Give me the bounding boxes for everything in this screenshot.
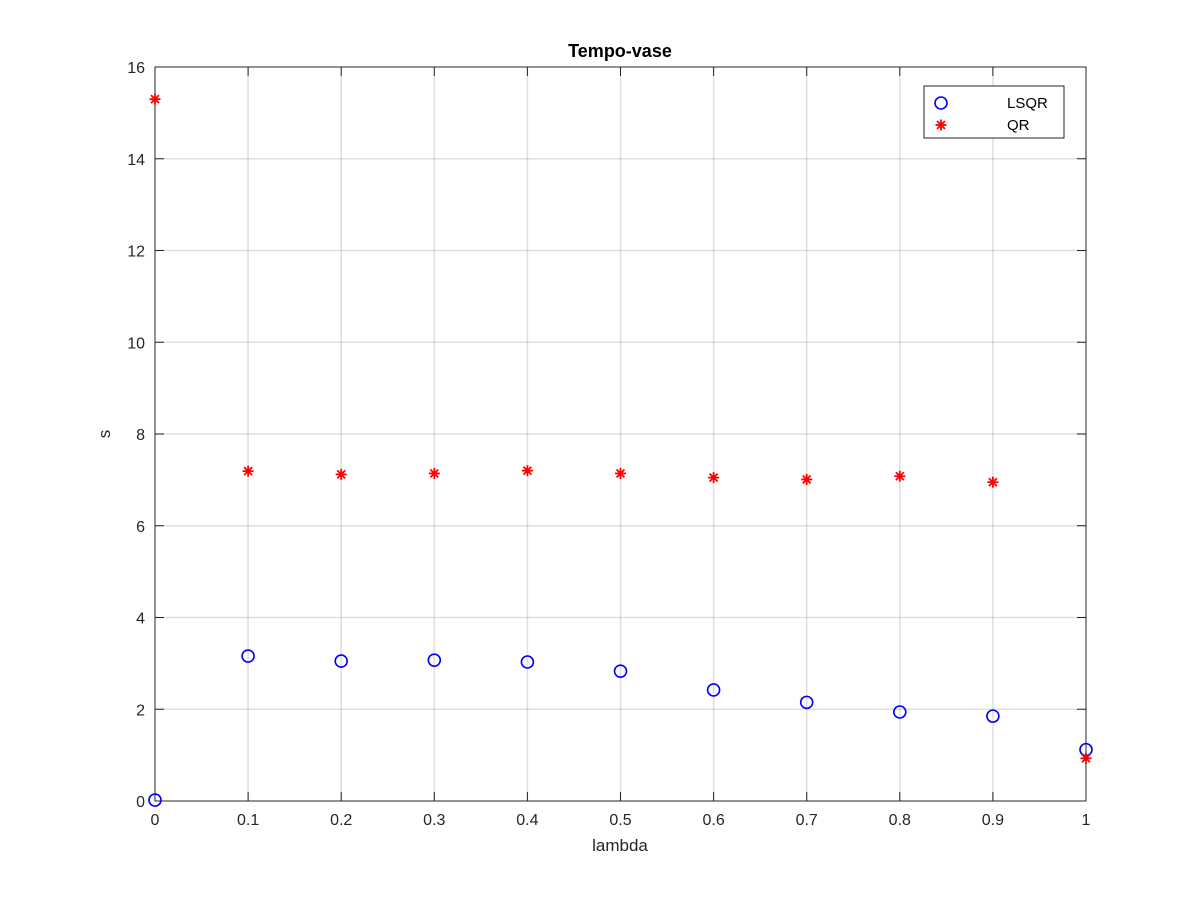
asterisk-stroke	[988, 477, 998, 487]
asterisk-stroke	[1081, 753, 1091, 763]
x-tick-label: 0.8	[889, 812, 911, 829]
point-qr	[1080, 752, 1092, 764]
y-tick-label: 14	[127, 152, 145, 169]
x-tick-label: 0.4	[516, 812, 538, 829]
data-marks	[148, 93, 1093, 807]
point-qr	[987, 476, 999, 488]
asterisk-stroke	[150, 94, 160, 104]
x-tick-label: 0.7	[796, 812, 818, 829]
point-lsqr	[986, 709, 1000, 723]
point-lsqr	[427, 653, 442, 667]
y-axis-label: s	[95, 430, 114, 439]
point-qr	[801, 473, 813, 485]
y-tick-label: 2	[136, 702, 145, 719]
y-tick-label: 8	[136, 427, 145, 444]
legend-label-qr: QR	[1007, 117, 1030, 134]
asterisk-stroke	[936, 120, 946, 130]
y-tick-label: 10	[127, 335, 145, 352]
y-tick-label: 0	[136, 794, 145, 811]
legend-label-lsqr: LSQR	[1007, 95, 1048, 112]
asterisk-stroke	[615, 468, 626, 479]
point-lsqr	[613, 664, 628, 678]
asterisk-stroke	[429, 468, 439, 479]
legend-marker-qr	[935, 119, 947, 131]
x-tick-label: 0	[151, 812, 160, 829]
point-lsqr	[892, 705, 907, 719]
axis-ticks: 0 0.1 0.2 0.3 0.4 0.5 0.6 0.7 0.8 0.9 102468101214…	[127, 60, 1090, 829]
chart-title: Tempo-vase	[568, 41, 672, 61]
x-tick-label: 0.6	[702, 812, 724, 829]
x-tick-label: 0.5	[609, 812, 631, 829]
asterisk-stroke	[802, 474, 812, 485]
legend-box	[923, 85, 1065, 139]
point-qr	[242, 465, 254, 477]
x-tick-label: 0.3	[423, 812, 445, 829]
point-lsqr	[241, 649, 255, 663]
y-tick-label: 6	[136, 519, 145, 536]
y-tick-label: 4	[136, 611, 145, 628]
point-lsqr	[706, 683, 721, 697]
asterisk-stroke	[243, 466, 253, 476]
point-lsqr	[520, 655, 535, 669]
point-lsqr	[148, 793, 162, 807]
asterisk-stroke	[895, 471, 905, 481]
grid-lines	[155, 67, 1086, 801]
point-lsqr	[799, 695, 814, 710]
x-tick-label: 1	[1082, 812, 1091, 829]
point-qr	[335, 468, 347, 480]
point-qr	[149, 93, 161, 105]
x-tick-label: 0.2	[330, 812, 352, 829]
asterisk-stroke	[522, 466, 532, 476]
y-tick-label: 12	[127, 244, 145, 261]
x-tick-label: 0.9	[982, 812, 1004, 829]
legend: LSQR QR	[923, 85, 1065, 139]
x-axis-label: lambda	[592, 836, 648, 855]
point-lsqr	[334, 654, 349, 668]
point-qr	[428, 467, 440, 479]
asterisk-stroke	[709, 472, 719, 483]
legend-marker-lsqr	[934, 96, 948, 110]
point-qr	[708, 472, 720, 484]
asterisk-stroke	[336, 469, 346, 479]
y-tick-label: 16	[127, 60, 145, 77]
point-qr	[615, 467, 626, 479]
x-tick-label: 0.1	[237, 812, 259, 829]
point-qr	[894, 470, 906, 482]
point-qr	[521, 465, 533, 477]
